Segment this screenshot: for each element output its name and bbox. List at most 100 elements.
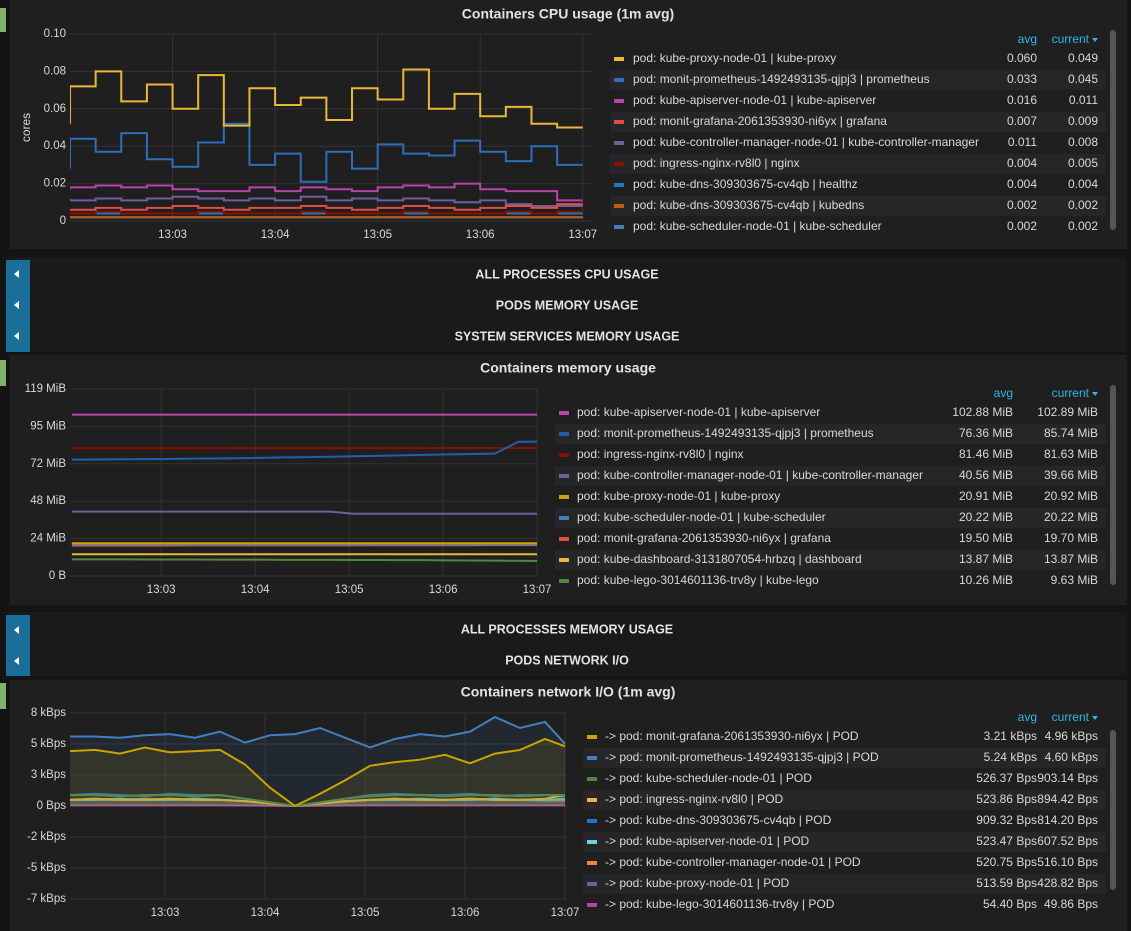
legend-label: -> pod: kube-dns-309303675-cv4qb | POD xyxy=(605,813,832,827)
legend-avg: 13.87 MiB xyxy=(959,552,1013,566)
x-tick-label: 13:03 xyxy=(151,907,180,919)
x-tick-label: 13:03 xyxy=(158,229,187,241)
line xyxy=(70,737,566,808)
line xyxy=(70,794,565,808)
legend-current: 903.14 Bps xyxy=(1037,771,1098,785)
x-tick-label: 13:05 xyxy=(363,229,392,241)
legend-current: 39.66 MiB xyxy=(1044,468,1098,482)
row-marker xyxy=(0,8,6,32)
legend-stripe xyxy=(555,424,1106,444)
y-tick-label: 0.10 xyxy=(44,28,66,40)
row-title[interactable]: ALL PROCESSES CPU USAGE xyxy=(475,267,658,281)
legend-avg: 40.56 MiB xyxy=(959,468,1013,482)
line xyxy=(70,195,583,208)
panel-title: Containers network I/O (1m avg) xyxy=(461,684,676,700)
legend-current: 49.86 Bps xyxy=(1044,897,1098,911)
legend-stripe xyxy=(583,832,1106,852)
row-title[interactable]: SYSTEM SERVICES MEMORY USAGE xyxy=(455,329,680,343)
legend-current: 4.96 kBps xyxy=(1045,729,1098,743)
legend-avg: 523.86 Bps xyxy=(976,792,1037,806)
y-tick-label: 119 MiB xyxy=(25,383,67,395)
line xyxy=(70,715,566,749)
legend-label: pod: ingress-nginx-rv8l0 | nginx xyxy=(633,156,800,170)
legend-current: 9.63 MiB xyxy=(1051,573,1098,587)
legend-stripe xyxy=(610,196,1106,216)
legend-current: 102.89 MiB xyxy=(1037,405,1098,419)
legend-label: pod: ingress-nginx-rv8l0 | nginx xyxy=(577,447,744,461)
legend-current: 0.004 xyxy=(1068,177,1098,191)
y-tick-label: -5 kBps xyxy=(27,862,66,874)
x-tick-label: 13:07 xyxy=(551,907,580,919)
row-title[interactable]: PODS MEMORY USAGE xyxy=(496,298,638,312)
legend-avg: 520.75 Bps xyxy=(976,855,1037,869)
x-tick-label: 13:06 xyxy=(466,229,495,241)
legend-current: 516.10 Bps xyxy=(1037,855,1098,869)
legend-stripe xyxy=(555,550,1106,570)
sort-icon xyxy=(1092,716,1098,720)
y-tick-label: 0 Bps xyxy=(37,800,67,812)
legend-stripe xyxy=(583,874,1106,894)
legend-current: 4.60 kBps xyxy=(1045,750,1098,764)
x-tick-label: 13:05 xyxy=(351,907,380,919)
y-tick-label: 72 MiB xyxy=(30,458,66,470)
legend-label: pod: kube-scheduler-node-01 | kube-sched… xyxy=(577,510,826,524)
row-title[interactable]: ALL PROCESSES MEMORY USAGE xyxy=(461,622,673,636)
legend-avg: 0.004 xyxy=(1007,156,1037,170)
legend-stripe xyxy=(583,748,1106,768)
legend-avg: 0.016 xyxy=(1007,93,1037,107)
sort-icon xyxy=(1092,38,1098,42)
legend-current: 428.82 Bps xyxy=(1037,876,1098,890)
legend-current: 85.74 MiB xyxy=(1044,426,1098,440)
legend-stripe xyxy=(555,508,1106,528)
y-tick-label: 0.08 xyxy=(44,65,66,77)
legend-avg: 0.004 xyxy=(1007,177,1037,191)
y-tick-label: 48 MiB xyxy=(30,495,66,507)
legend-label: pod: kube-dns-309303675-cv4qb | healthz xyxy=(633,177,858,191)
y-tick-label: 0.02 xyxy=(44,178,66,190)
legend-label: pod: kube-scheduler-node-01 | kube-sched… xyxy=(633,219,882,233)
row-background xyxy=(10,257,1127,352)
x-tick-label: 13:07 xyxy=(568,229,597,241)
legend-avg: 0.007 xyxy=(1007,114,1037,128)
panel-title: Containers memory usage xyxy=(480,360,656,376)
legend-avg: 0.002 xyxy=(1007,198,1037,212)
legend-stripe xyxy=(555,466,1106,486)
row-background xyxy=(10,612,1127,676)
row-marker xyxy=(0,683,6,709)
line xyxy=(71,440,538,461)
legend-label: pod: monit-prometheus-1492493135-qjpj3 |… xyxy=(577,426,874,440)
legend-avg: 513.59 Bps xyxy=(976,876,1037,890)
legend-current: 0.049 xyxy=(1068,51,1098,65)
legend-label: pod: monit-grafana-2061353930-ni6yx | gr… xyxy=(577,531,831,545)
legend-label: pod: kube-apiserver-node-01 | kube-apise… xyxy=(577,405,820,419)
legend-header: current xyxy=(1052,32,1090,46)
x-tick-label: 13:07 xyxy=(523,584,552,596)
legend-label: pod: kube-controller-manager-node-01 | k… xyxy=(633,135,979,149)
x-tick-label: 13:06 xyxy=(451,907,480,919)
legend-label: pod: kube-controller-manager-node-01 | k… xyxy=(577,468,923,482)
y-tick-label: 8 kBps xyxy=(31,707,66,719)
scrollbar xyxy=(1110,30,1116,230)
y-tick-label: 0 xyxy=(60,215,66,227)
legend-label: pod: kube-lego-3014601136-trv8y | kube-l… xyxy=(577,573,819,587)
legend-header: avg xyxy=(1018,32,1037,46)
legend-avg: 81.46 MiB xyxy=(959,447,1013,461)
line xyxy=(70,804,565,808)
collapse-bar[interactable] xyxy=(6,615,30,676)
legend-header: avg xyxy=(994,386,1013,400)
legend-label: pod: kube-proxy-node-01 | kube-proxy xyxy=(577,489,780,503)
legend-label: pod: kube-dns-309303675-cv4qb | kubedns xyxy=(633,198,864,212)
row-title[interactable]: PODS NETWORK I/O xyxy=(505,653,629,667)
line xyxy=(70,122,583,183)
row-marker xyxy=(0,360,6,386)
legend-current: 20.92 MiB xyxy=(1044,489,1098,503)
legend-current: 81.63 MiB xyxy=(1044,447,1098,461)
legend-current: 0.011 xyxy=(1069,93,1098,107)
legend-stripe xyxy=(610,154,1106,174)
x-tick-label: 13:03 xyxy=(147,584,176,596)
legend-avg: 20.91 MiB xyxy=(959,489,1013,503)
legend-current: 0.002 xyxy=(1068,219,1098,233)
y-tick-label: 0.04 xyxy=(44,140,67,152)
legend-stripe xyxy=(610,70,1106,90)
